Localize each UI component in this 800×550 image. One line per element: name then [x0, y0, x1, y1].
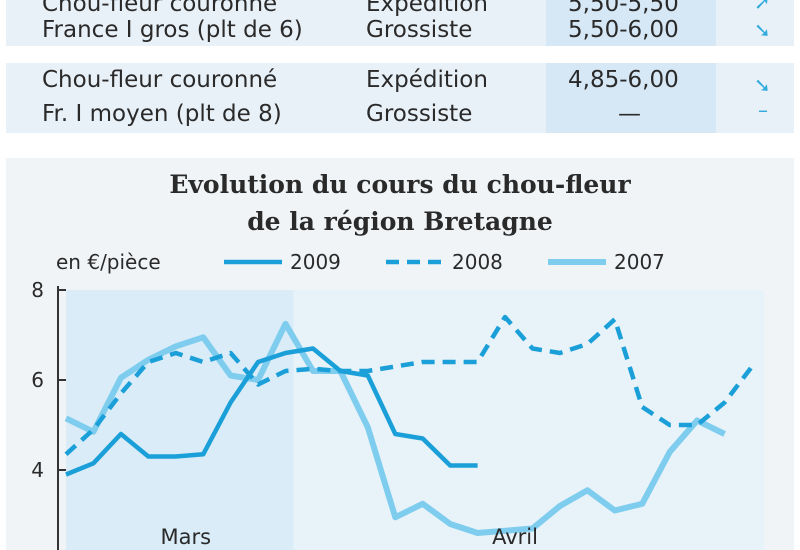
y-axis-unit-label: en €/pièce: [56, 250, 161, 274]
y-tick-label: 2: [31, 548, 44, 550]
arrow-down-icon: ➘: [754, 73, 771, 97]
market-type: Expédition: [366, 67, 488, 93]
price-column-band: [546, 63, 716, 133]
month-band-mars: [66, 290, 294, 550]
x-month-label: Avril: [492, 525, 538, 549]
legend-label-2007: 2007: [614, 250, 665, 274]
product-name: Chou-fleur couronné: [42, 0, 278, 17]
market-type: Expédition: [366, 0, 488, 17]
series-line-2007: [64, 320, 726, 536]
price-range: 5,50-5,50: [568, 0, 679, 17]
series-line-2008: [64, 314, 754, 456]
chart-title-line2: de la région Bretagne: [247, 207, 553, 236]
market-type: Grossiste: [366, 101, 473, 127]
product-name: France I gros (plt de 6): [42, 17, 303, 43]
price-range: —: [618, 101, 641, 127]
product-name: Chou-fleur couronné: [42, 67, 278, 93]
y-tick-label: 6: [31, 368, 44, 392]
price-column-band: [546, 0, 716, 46]
month-band-avril: [293, 290, 764, 550]
market-type: Grossiste: [366, 17, 473, 43]
x-month-label: Mars: [160, 525, 211, 549]
y-tick-label: 4: [31, 458, 44, 482]
price-range: 5,50-6,00: [568, 17, 679, 43]
price-tables: Chou-fleur couronné Expédition 5,50-5,50…: [0, 0, 800, 150]
price-table-group-1: Chou-fleur couronné Expédition 5,50-5,50…: [6, 0, 794, 46]
arrow-up-icon: ➚: [754, 0, 771, 14]
chart-title-line1: Evolution du cours du chou-fleur: [169, 170, 631, 199]
dash-icon: –: [758, 98, 768, 122]
product-name: Fr. I moyen (plt de 8): [42, 101, 282, 127]
legend-label-2009: 2009: [290, 250, 341, 274]
legend-label-2008: 2008: [452, 250, 503, 274]
price-range: 4,85-6,00: [568, 67, 679, 93]
series-line-2009: [65, 346, 478, 477]
y-tick-label: 8: [31, 278, 44, 302]
price-table-group-2: Chou-fleur couronné Expédition 4,85-6,00…: [6, 63, 794, 133]
arrow-down-icon: ➘: [754, 18, 771, 42]
